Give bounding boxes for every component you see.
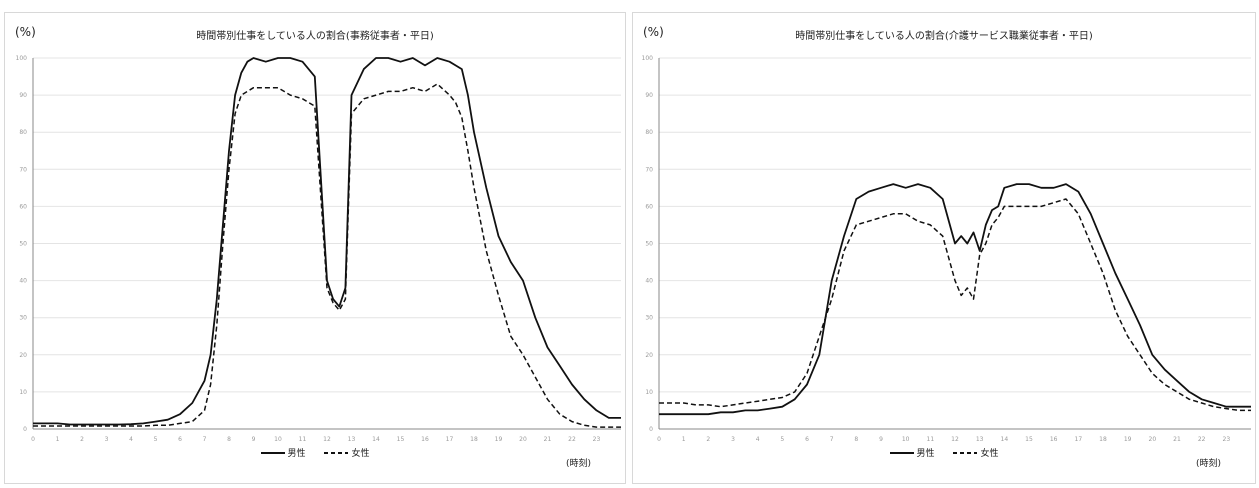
y-tick-label: 30 bbox=[645, 315, 653, 322]
legend-solid-line-icon bbox=[889, 451, 914, 454]
y-tick-label: 20 bbox=[645, 352, 653, 359]
x-tick-label: 10 bbox=[902, 436, 910, 443]
x-tick-label: 4 bbox=[129, 436, 133, 443]
x-tick-label: 8 bbox=[227, 436, 231, 443]
x-tick-label: 0 bbox=[657, 436, 661, 443]
y-unit-label: (%) bbox=[15, 25, 36, 39]
legend-item-male: 男性 bbox=[889, 446, 935, 459]
x-tick-label: 19 bbox=[1124, 436, 1132, 443]
x-tick-label: 11 bbox=[299, 436, 307, 443]
legend: 男性 女性 bbox=[633, 446, 1255, 459]
chart-panel-care-workers: (%) 時間帯別仕事をしている人の割合(介護サービス職業従事者・平日) 0 10 2… bbox=[632, 12, 1256, 484]
x-tick-label: 5 bbox=[780, 436, 784, 443]
y-tick-label: 30 bbox=[19, 315, 27, 322]
legend-label: 女性 bbox=[980, 449, 999, 459]
x-tick-label: 7 bbox=[203, 436, 207, 443]
y-tick-label: 40 bbox=[645, 278, 653, 285]
x-tick-label: 3 bbox=[105, 436, 109, 443]
y-tick-label: 0 bbox=[23, 426, 27, 433]
x-tick-label: 0 bbox=[31, 436, 35, 443]
x-tick-label: 9 bbox=[879, 436, 883, 443]
legend-item-female: 女性 bbox=[953, 446, 998, 459]
y-tick-label: 0 bbox=[649, 426, 653, 433]
x-tick-label: 20 bbox=[519, 436, 527, 443]
x-tick-label: 12 bbox=[323, 436, 331, 443]
x-tick-label: 11 bbox=[927, 436, 935, 443]
x-tick-label: 3 bbox=[731, 436, 735, 443]
y-tick-label: 60 bbox=[645, 203, 653, 210]
y-tick-label: 100 bbox=[642, 55, 654, 62]
y-tick-label: 10 bbox=[645, 389, 653, 396]
chart-title: 時間帯別仕事をしている人の割合(介護サービス職業従事者・平日) bbox=[795, 31, 1093, 42]
x-tick-label: 19 bbox=[495, 436, 503, 443]
x-tick-label: 22 bbox=[568, 436, 576, 443]
legend-label: 男性 bbox=[287, 449, 306, 459]
x-tick-label: 17 bbox=[1075, 436, 1083, 443]
x-tick-label: 15 bbox=[1025, 436, 1033, 443]
legend-dashed-line-icon bbox=[324, 451, 349, 454]
chart-title: 時間帯別仕事をしている人の割合(事務従事者・平日) bbox=[196, 31, 434, 42]
legend-dashed-line-icon bbox=[953, 451, 978, 454]
y-tick-label: 70 bbox=[645, 166, 653, 173]
x-tick-label: 15 bbox=[397, 436, 405, 443]
y-tick-label: 20 bbox=[19, 352, 27, 359]
x-tick-label: 14 bbox=[372, 436, 380, 443]
y-tick-label: 100 bbox=[16, 55, 28, 62]
legend-item-male: 男性 bbox=[260, 446, 306, 459]
series-line-female bbox=[659, 198, 1251, 412]
series-line-male bbox=[659, 183, 1251, 416]
x-axis-title: (時刻) bbox=[565, 459, 591, 469]
y-tick-label: 70 bbox=[19, 166, 27, 173]
y-unit-label: (%) bbox=[643, 25, 664, 39]
x-tick-label: 10 bbox=[274, 436, 282, 443]
legend-label: 女性 bbox=[351, 449, 370, 459]
x-tick-label: 8 bbox=[854, 436, 858, 443]
x-tick-label: 9 bbox=[252, 436, 256, 443]
x-tick-label: 18 bbox=[1099, 436, 1107, 443]
x-tick-label: 16 bbox=[421, 436, 429, 443]
x-tick-label: 6 bbox=[178, 436, 182, 443]
x-tick-label: 2 bbox=[80, 436, 84, 443]
legend-solid-line-icon bbox=[260, 451, 285, 454]
x-tick-label: 23 bbox=[593, 436, 601, 443]
x-tick-label: 2 bbox=[706, 436, 710, 443]
series-line-male bbox=[33, 57, 621, 426]
x-tick-label: 22 bbox=[1198, 436, 1206, 443]
x-tick-label: 20 bbox=[1149, 436, 1157, 443]
series-line-female bbox=[33, 83, 621, 428]
legend-label: 男性 bbox=[916, 449, 935, 459]
x-tick-label: 13 bbox=[976, 436, 984, 443]
x-axis-title: (時刻) bbox=[1195, 459, 1221, 469]
x-tick-label: 17 bbox=[446, 436, 454, 443]
x-tick-label: 12 bbox=[951, 436, 959, 443]
y-tick-label: 90 bbox=[19, 92, 27, 99]
x-tick-label: 13 bbox=[348, 436, 356, 443]
x-tick-label: 18 bbox=[470, 436, 478, 443]
y-tick-label: 60 bbox=[19, 203, 27, 210]
y-tick-label: 50 bbox=[645, 241, 653, 248]
x-tick-label: 7 bbox=[830, 436, 834, 443]
y-tick-label: 90 bbox=[645, 92, 653, 99]
chart-panel-office-workers: (%) 時間帯別仕事をしている人の割合(事務従事者・平日) 0 10 20 30 40 5… bbox=[4, 12, 626, 484]
x-tick-label: 5 bbox=[154, 436, 158, 443]
y-tick-label: 80 bbox=[645, 129, 653, 136]
x-tick-label: 14 bbox=[1001, 436, 1009, 443]
y-tick-label: 40 bbox=[19, 278, 27, 285]
x-tick-label: 23 bbox=[1223, 436, 1231, 443]
x-tick-label: 21 bbox=[1173, 436, 1181, 443]
y-tick-label: 10 bbox=[19, 389, 27, 396]
y-tick-label: 50 bbox=[19, 241, 27, 248]
x-tick-label: 1 bbox=[56, 436, 60, 443]
y-tick-label: 80 bbox=[19, 129, 27, 136]
x-tick-label: 4 bbox=[756, 436, 760, 443]
x-tick-label: 21 bbox=[544, 436, 552, 443]
x-tick-label: 6 bbox=[805, 436, 809, 443]
x-tick-label: 16 bbox=[1050, 436, 1058, 443]
legend-item-female: 女性 bbox=[324, 446, 369, 459]
x-tick-label: 1 bbox=[682, 436, 686, 443]
legend: 男性 女性 bbox=[5, 446, 625, 459]
